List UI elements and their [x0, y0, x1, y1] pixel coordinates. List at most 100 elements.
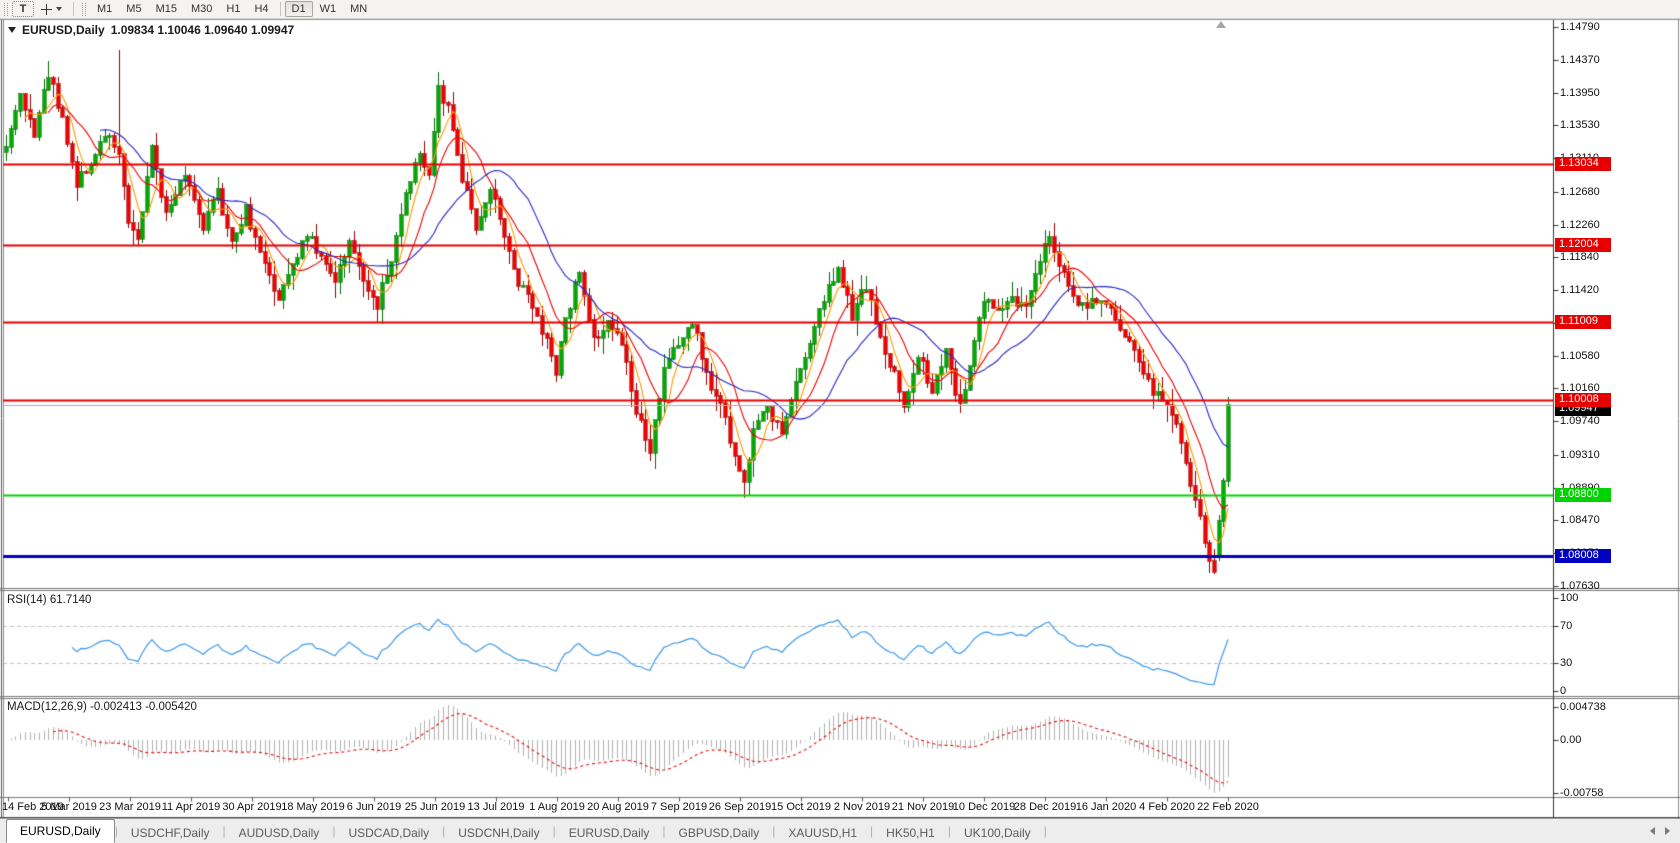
price-tick-label: 1.12680 — [1560, 185, 1600, 198]
chevron-down-icon — [56, 7, 62, 11]
price-line-badge[interactable]: 1.10008 — [1555, 393, 1611, 408]
chart-dropdown-icon[interactable] — [8, 27, 16, 33]
price-line-badge[interactable]: 1.13034 — [1555, 157, 1611, 172]
tab-UK100-Daily[interactable]: UK100,Daily — [963, 826, 1031, 840]
date-label: 23 Mar 2019 — [99, 801, 161, 813]
tab-divider: | — [1043, 824, 1047, 838]
timeframe-button-M5[interactable]: M5 — [126, 3, 142, 15]
price-tick-label: 1.10160 — [1560, 382, 1600, 395]
date-label: 4 Feb 2020 — [1139, 801, 1195, 813]
price-line-badge[interactable]: 1.08800 — [1555, 487, 1611, 502]
macd-scale-label: 0.004738 — [1560, 700, 1606, 713]
tab-divider: | — [222, 824, 226, 838]
rsi-scale-label: 100 — [1560, 592, 1579, 604]
date-label: 6 Jun 2019 — [346, 801, 402, 813]
price-tick-label: 1.11840 — [1560, 251, 1599, 264]
chart-ohlc-quotes: 1.09834 1.10046 1.09640 1.09947 — [110, 23, 295, 37]
price-line-badge[interactable]: 1.11009 — [1555, 315, 1611, 330]
date-label: 14 Feb 2019 — [2, 801, 64, 813]
tab-divider: | — [114, 824, 118, 838]
crosshair-icon — [41, 3, 52, 15]
tab-scroll-right-icon[interactable] — [1665, 826, 1670, 835]
price-tick-label: 1.14790 — [1560, 21, 1600, 33]
tab-scroll-left-icon[interactable] — [1650, 826, 1655, 835]
crosshair-tool-button[interactable] — [34, 1, 69, 17]
tab-scroll-arrows — [1650, 818, 1680, 843]
price-tick-label: 1.08470 — [1560, 514, 1600, 527]
macd-scale-label: 0.00 — [1560, 734, 1582, 746]
rsi-scale-label: 0 — [1560, 685, 1567, 697]
date-label: 26 Sep 2019 — [708, 801, 772, 813]
timeframe-button-W1[interactable]: W1 — [319, 3, 337, 15]
toolbar-grip[interactable] — [82, 2, 86, 16]
macd-pane-label: MACD(12,26,9) -0.002413 -0.005420 — [7, 701, 197, 713]
toolbar-separator — [279, 2, 281, 16]
price-line-badge[interactable]: 1.12004 — [1555, 237, 1611, 252]
chart-tab-bar: EURUSD,Daily | USDCHF,Daily | AUDUSD,Daily | U… — [0, 818, 1680, 843]
tab-divider: | — [332, 824, 336, 838]
rsi-scale-label: 30 — [1560, 657, 1573, 670]
price-tick-label: 1.07630 — [1560, 579, 1600, 592]
toolbar-separator — [73, 2, 74, 16]
date-label: 7 Sep 2019 — [650, 801, 708, 813]
chart-header: EURUSD,Daily 1.09834 1.10046 1.09640 1.0… — [8, 23, 294, 37]
tab-AUDUSD-Daily[interactable]: AUDUSD,Daily — [238, 826, 320, 840]
tab-divider: | — [442, 824, 446, 838]
timeframe-button-M15[interactable]: M15 — [155, 3, 177, 15]
tab-divider: | — [772, 824, 776, 838]
date-label: 5 Mar 2019 — [41, 801, 97, 813]
tab-USDCNH-Daily[interactable]: USDCNH,Daily — [458, 826, 540, 840]
date-label: 10 Dec 2019 — [952, 801, 1016, 813]
tab-GBPUSD-Daily[interactable]: GBPUSD,Daily — [678, 826, 760, 840]
price-line-badge[interactable]: 1.08008 — [1555, 549, 1611, 564]
date-label: 2 Nov 2019 — [833, 801, 891, 813]
timeframe-button-group: M1 M5 M15 M30 H1 H4 D1 W1 MN — [90, 1, 374, 17]
tab-divider: | — [870, 824, 874, 838]
date-label: 16 Jan 2020 — [1075, 801, 1137, 813]
tab-EURUSD-Daily[interactable]: EURUSD,Daily — [6, 819, 115, 843]
date-label: 28 Dec 2019 — [1013, 801, 1077, 813]
price-tick-label: 1.11420 — [1560, 284, 1599, 297]
price-tick-label: 1.09740 — [1560, 415, 1600, 428]
tab-USDCAD-Daily[interactable]: USDCAD,Daily — [348, 826, 430, 840]
date-label: 21 Nov 2019 — [891, 801, 955, 813]
price-tick-label: 1.09310 — [1560, 448, 1600, 461]
date-label: 20 Aug 2019 — [587, 801, 649, 813]
text-tool-button[interactable]: T — [12, 1, 34, 17]
tab-HK50-H1[interactable]: HK50,H1 — [886, 826, 935, 840]
date-label: 25 Jun 2019 — [404, 801, 466, 813]
tab-divider: | — [552, 824, 556, 838]
price-chart-canvas[interactable] — [0, 0, 1680, 818]
tab-EURUSD-Daily[interactable]: EURUSD,Daily — [568, 826, 650, 840]
tab-XAUUSD-H1[interactable]: XAUUSD,H1 — [788, 826, 858, 840]
price-tick-label: 1.14370 — [1560, 53, 1600, 66]
timeframe-button-M30[interactable]: M30 — [190, 3, 213, 15]
timeframe-button-M1[interactable]: M1 — [97, 3, 113, 15]
date-label: 11 Apr 2019 — [161, 801, 221, 813]
date-label: 15 Oct 2019 — [771, 801, 831, 813]
timeframe-button-MN[interactable]: MN — [350, 3, 368, 15]
timeframe-button-H4[interactable]: H4 — [254, 3, 269, 15]
price-tick-label: 1.13950 — [1560, 86, 1600, 99]
date-label: 22 Feb 2020 — [1197, 801, 1259, 813]
rsi-pane-label: RSI(14) 61.7140 — [7, 594, 92, 606]
macd-scale-label: -0.00758 — [1560, 787, 1604, 800]
chart-shift-marker[interactable] — [1216, 21, 1226, 28]
date-label: 1 Aug 2019 — [529, 801, 585, 813]
price-tick-label: 1.10580 — [1560, 349, 1600, 362]
price-tick-label: 1.12260 — [1560, 218, 1600, 231]
toolbar: T M1 M5 M15 M30 H1 H4 D1 W1 MN — [0, 0, 1680, 19]
tab-divider: | — [947, 824, 951, 838]
date-label: 30 Apr 2019 — [222, 801, 282, 813]
date-label: 13 Jul 2019 — [467, 801, 525, 813]
timeframe-button-D1[interactable]: D1 — [284, 1, 313, 17]
tab-divider: | — [662, 824, 666, 838]
timeframe-button-H1[interactable]: H1 — [226, 3, 241, 15]
price-tick-label: 1.13530 — [1560, 119, 1600, 132]
toolbar-grip[interactable] — [4, 2, 8, 16]
chart-symbol-label: EURUSD,Daily — [22, 23, 105, 37]
rsi-scale-label: 70 — [1560, 619, 1573, 632]
date-label: 18 May 2019 — [281, 801, 345, 813]
tab-USDCHF-Daily[interactable]: USDCHF,Daily — [130, 826, 210, 840]
